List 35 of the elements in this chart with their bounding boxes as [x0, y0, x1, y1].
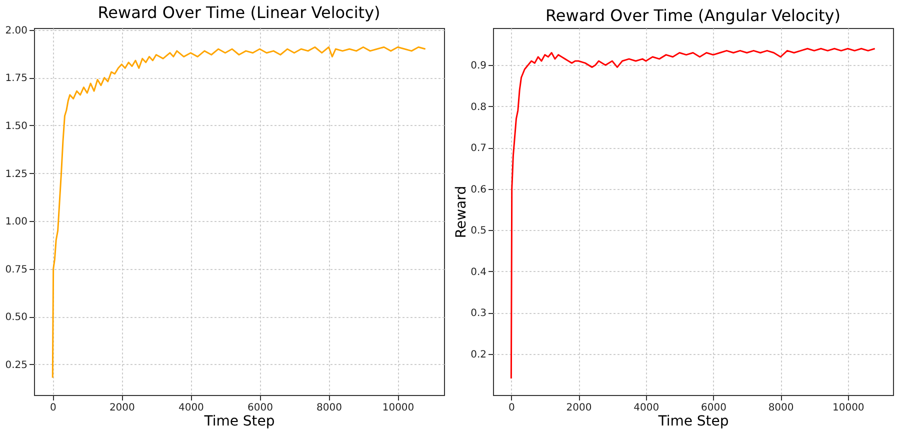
y-tick-label: 0.7	[470, 143, 486, 154]
x-tick-label: 8000	[768, 402, 794, 414]
y-tick-label: 0.75	[5, 264, 28, 276]
chart-title: Reward Over Time (Linear Velocity)	[98, 2, 380, 22]
y-axis-title: Reward	[454, 186, 470, 238]
y-tick-label: 1.75	[5, 73, 28, 84]
x-tick-label: 2000	[109, 402, 135, 414]
y-tick-label: 2.00	[5, 25, 28, 36]
x-tick-label: 8000	[316, 402, 342, 414]
x-tick-label: 6000	[700, 402, 726, 414]
x-tick-label: 4000	[178, 402, 204, 414]
y-tick-label: 0.2	[470, 349, 486, 360]
y-tick-label: 0.9	[470, 60, 486, 72]
line-series	[510, 48, 876, 380]
x-tick-label: 6000	[247, 402, 273, 414]
x-tick-label: 4000	[634, 402, 660, 414]
x-axis-title: Time Step	[657, 414, 729, 430]
x-tick-label: 2000	[566, 402, 592, 414]
y-tick-label: 1.25	[5, 168, 28, 180]
y-tick-label: 0.5	[470, 226, 486, 237]
x-tick-label: 10000	[832, 402, 864, 414]
chart-title: Reward Over Time (Angular Velocity)	[545, 6, 841, 25]
y-tick-label: 1.00	[5, 216, 28, 228]
y-tick-label: 1.50	[5, 120, 28, 132]
x-axis-title: Time Step	[203, 414, 275, 430]
x-tick-label: 0	[508, 402, 515, 414]
y-tick-label: 0.50	[5, 312, 28, 324]
x-tick-label: 10000	[382, 402, 414, 414]
y-tick-label: 0.3	[470, 308, 486, 320]
y-tick-label: 0.4	[470, 266, 486, 278]
y-tick-label: 0.6	[470, 184, 486, 196]
y-tick-label: 0.25	[5, 360, 28, 371]
y-tick-label: 0.8	[470, 102, 486, 113]
line-series	[52, 46, 426, 379]
x-tick-label: 0	[50, 402, 56, 414]
